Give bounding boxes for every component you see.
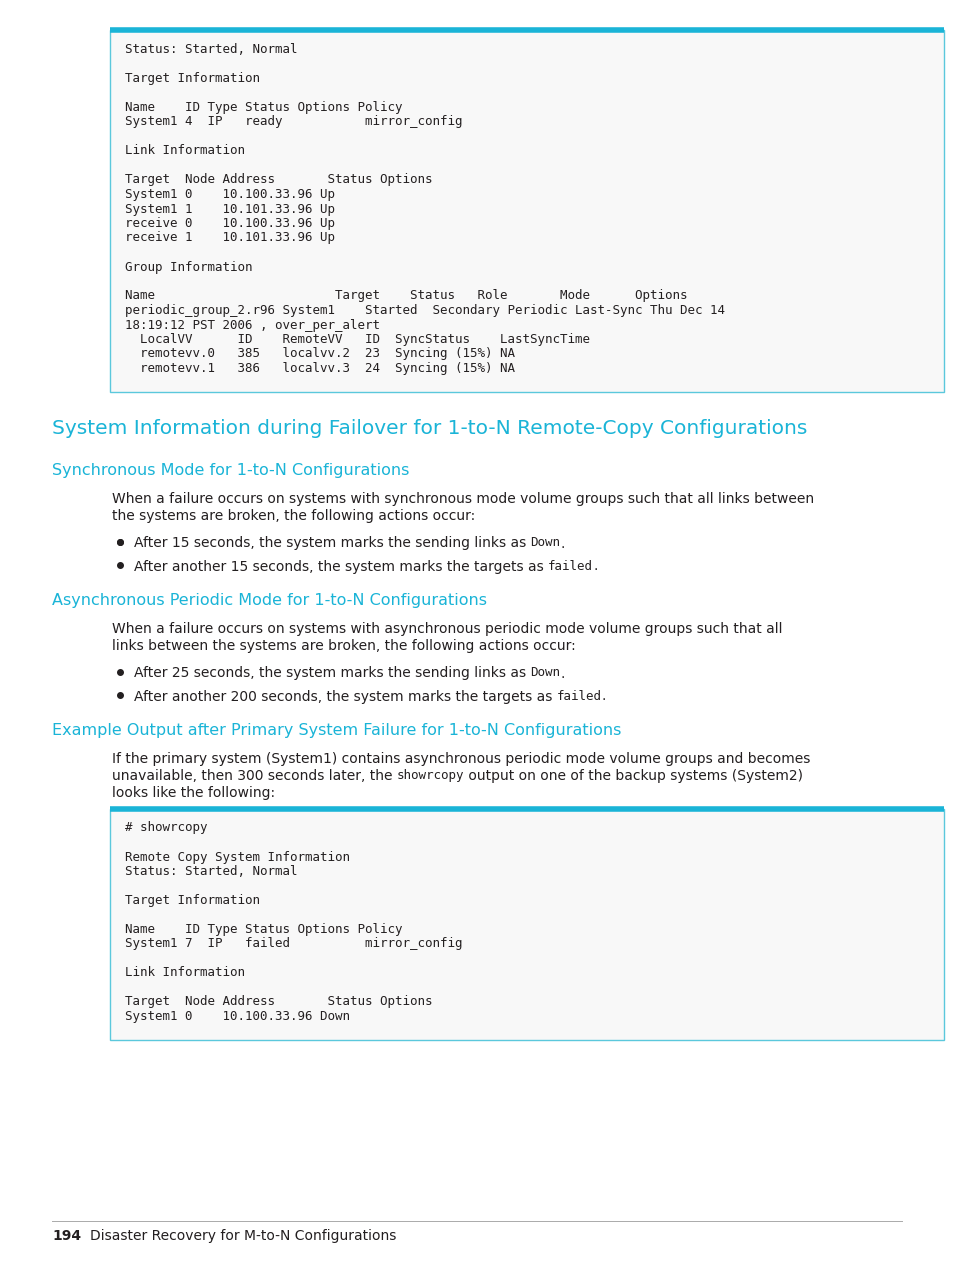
Text: looks like the following:: looks like the following: [112,787,274,801]
Text: Example Output after Primary System Failure for 1-to-N Configurations: Example Output after Primary System Fail… [52,723,620,738]
Text: output on one of the backup systems (System2): output on one of the backup systems (Sys… [464,769,802,783]
Text: If the primary system (System1) contains asynchronous periodic mode volume group: If the primary system (System1) contains… [112,751,809,765]
Text: System1 4  IP   ready           mirror_config: System1 4 IP ready mirror_config [125,116,462,128]
Text: showrcopy: showrcopy [396,769,464,782]
Text: System1 1    10.101.33.96 Up: System1 1 10.101.33.96 Up [125,202,335,216]
Text: Status: Started, Normal: Status: Started, Normal [125,866,297,878]
Text: Asynchronous Periodic Mode for 1-to-N Configurations: Asynchronous Periodic Mode for 1-to-N Co… [52,594,486,609]
Text: 18:19:12 PST 2006 , over_per_alert: 18:19:12 PST 2006 , over_per_alert [125,319,379,332]
Text: Link Information: Link Information [125,966,245,980]
Text: 194: 194 [52,1229,81,1243]
Text: System1 0    10.100.33.96 Down: System1 0 10.100.33.96 Down [125,1010,350,1023]
Text: .: . [601,689,605,704]
Text: Group Information: Group Information [125,261,253,273]
FancyBboxPatch shape [110,808,943,1040]
Text: Status: Started, Normal: Status: Started, Normal [125,43,297,56]
Text: the systems are broken, the following actions occur:: the systems are broken, the following ac… [112,508,475,522]
Text: # showrcopy: # showrcopy [125,821,208,835]
Text: remotevv.1   386   localvv.3  24  Syncing (15%) NA: remotevv.1 386 localvv.3 24 Syncing (15%… [125,362,515,375]
Text: System1 7  IP   failed          mirror_config: System1 7 IP failed mirror_config [125,938,462,951]
Text: Target Information: Target Information [125,894,260,907]
Text: Name    ID Type Status Options Policy: Name ID Type Status Options Policy [125,923,402,935]
Text: unavailable, then 300 seconds later, the: unavailable, then 300 seconds later, the [112,769,396,783]
Text: Down: Down [530,666,560,680]
Text: After 25 seconds, the system marks the sending links as: After 25 seconds, the system marks the s… [133,666,530,680]
FancyBboxPatch shape [110,31,943,391]
Text: Remote Copy System Information: Remote Copy System Information [125,850,350,863]
Text: .: . [593,559,597,573]
Text: LocalVV      ID    RemoteVV   ID  SyncStatus    LastSyncTime: LocalVV ID RemoteVV ID SyncStatus LastSy… [125,333,589,346]
Text: Disaster Recovery for M-to-N Configurations: Disaster Recovery for M-to-N Configurati… [90,1229,395,1243]
Text: After another 15 seconds, the system marks the targets as: After another 15 seconds, the system mar… [133,559,548,573]
Text: .: . [560,666,564,680]
Text: failed: failed [548,559,593,572]
Text: System1 0    10.100.33.96 Up: System1 0 10.100.33.96 Up [125,188,335,201]
Text: Down: Down [530,536,560,549]
Text: Target  Node Address       Status Options: Target Node Address Status Options [125,174,432,187]
Text: .: . [560,536,564,550]
Text: After another 200 seconds, the system marks the targets as: After another 200 seconds, the system ma… [133,689,557,704]
Text: System Information during Failover for 1-to-N Remote-Copy Configurations: System Information during Failover for 1… [52,419,806,438]
Text: After 15 seconds, the system marks the sending links as: After 15 seconds, the system marks the s… [133,536,530,550]
Text: Name                        Target    Status   Role       Mode      Options: Name Target Status Role Mode Options [125,290,687,302]
Text: When a failure occurs on systems with asynchronous periodic mode volume groups s: When a failure occurs on systems with as… [112,622,781,636]
Text: Synchronous Mode for 1-to-N Configurations: Synchronous Mode for 1-to-N Configuratio… [52,464,409,478]
Text: Target  Node Address       Status Options: Target Node Address Status Options [125,995,432,1008]
Text: receive 1    10.101.33.96 Up: receive 1 10.101.33.96 Up [125,231,335,244]
Text: remotevv.0   385   localvv.2  23  Syncing (15%) NA: remotevv.0 385 localvv.2 23 Syncing (15%… [125,347,515,361]
Text: Name    ID Type Status Options Policy: Name ID Type Status Options Policy [125,100,402,114]
Text: receive 0    10.100.33.96 Up: receive 0 10.100.33.96 Up [125,217,335,230]
Text: Link Information: Link Information [125,145,245,158]
Text: When a failure occurs on systems with synchronous mode volume groups such that a: When a failure occurs on systems with sy… [112,492,813,506]
Text: periodic_group_2.r96 System1    Started  Secondary Periodic Last-Sync Thu Dec 14: periodic_group_2.r96 System1 Started Sec… [125,304,724,316]
Text: Target Information: Target Information [125,72,260,85]
Text: links between the systems are broken, the following actions occur:: links between the systems are broken, th… [112,639,576,653]
Text: failed: failed [557,689,601,703]
